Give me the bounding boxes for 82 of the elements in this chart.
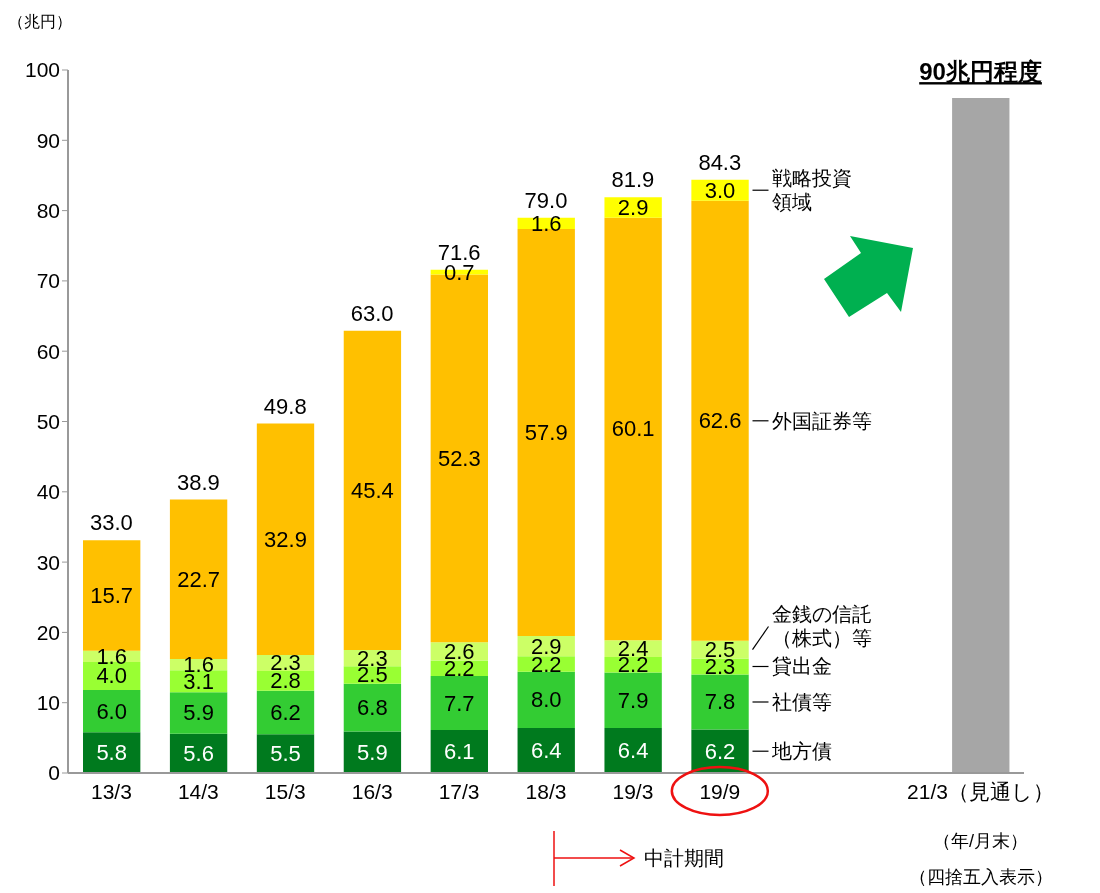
bar <box>691 674 749 730</box>
series-label: 貸出金 <box>772 655 833 678</box>
series-label: 地方債 <box>771 740 833 763</box>
total-label: 63.0 <box>350 300 394 326</box>
data-label: 6.4 <box>530 738 562 763</box>
y-tick-label: 50 <box>36 409 60 433</box>
bar <box>604 217 662 641</box>
y-tick-label: 40 <box>36 480 60 504</box>
bar <box>604 672 662 729</box>
y-tick-label: 70 <box>36 269 60 293</box>
bar <box>952 98 1010 773</box>
total-label: 84.3 <box>698 149 742 175</box>
text: （年/月末） <box>933 831 1029 851</box>
y-tick-label: 100 <box>24 58 60 82</box>
bar <box>343 683 402 732</box>
bar <box>604 728 662 773</box>
bar <box>430 675 488 731</box>
y-tick-label: 20 <box>36 620 60 644</box>
data-label: 52.3 <box>437 445 481 471</box>
data-label: 3.0 <box>704 177 736 203</box>
y-tick-label: 60 <box>36 339 60 363</box>
data-label: 6.2 <box>704 738 736 764</box>
bar <box>430 730 488 773</box>
total-label: 38.9 <box>176 469 220 495</box>
x-tick-label: 16/3 <box>351 780 393 803</box>
y-tick-label: 30 <box>36 550 60 574</box>
data-label: 6.0 <box>96 698 127 724</box>
data-label: 1.6 <box>530 210 562 236</box>
data-label: 5.9 <box>357 739 388 765</box>
data-label: 5.5 <box>270 741 301 767</box>
x-tick-label: 13/3 <box>91 780 132 803</box>
x-tick-label: 19/3 <box>612 780 654 803</box>
data-label: 32.9 <box>264 526 307 552</box>
y-tick-label: 0 <box>48 761 60 785</box>
data-label: 6.2 <box>270 700 301 726</box>
series-label: 戦略投資領域 <box>772 167 853 214</box>
data-label: 45.4 <box>350 477 394 503</box>
total-label: 49.8 <box>263 393 307 419</box>
x-tick-label: 15/3 <box>264 780 306 803</box>
x-tick-label: 18/3 <box>525 780 567 803</box>
data-label: 7.7 <box>444 690 475 716</box>
data-label: 22.7 <box>177 566 220 592</box>
bar <box>256 423 315 655</box>
data-label: 7.8 <box>704 689 736 715</box>
y-tick-label: 90 <box>36 128 60 152</box>
y-tick-label: 80 <box>36 199 60 223</box>
data-label: 57.9 <box>524 419 568 445</box>
bar <box>83 540 141 651</box>
series-label: 金銭の信託（株式）等 <box>772 603 873 650</box>
series-label: 外国証券等 <box>772 409 873 432</box>
data-label: 5.6 <box>183 740 214 766</box>
data-label: 62.6 <box>698 408 742 434</box>
x-tick-label: 17/3 <box>438 780 480 803</box>
x-tick-label: 14/3 <box>177 780 219 803</box>
bar <box>517 671 575 729</box>
bar <box>83 690 141 733</box>
data-label: 2.9 <box>617 194 649 220</box>
data-label: 8.0 <box>530 687 562 713</box>
data-label: 60.1 <box>611 416 655 442</box>
data-label: 15.7 <box>90 582 134 608</box>
bar <box>691 200 749 641</box>
data-label: 6.1 <box>444 739 475 765</box>
bar <box>169 692 228 734</box>
series-label: 社債等 <box>772 691 833 713</box>
total-label: 71.6 <box>437 239 481 265</box>
total-label: 33.0 <box>90 510 133 536</box>
data-label: 5.8 <box>96 740 127 766</box>
total-label: 79.0 <box>524 187 568 213</box>
data-label: 5.9 <box>183 700 214 726</box>
total-label: 81.9 <box>611 167 655 193</box>
data-label: 6.4 <box>617 738 649 763</box>
data-label: 7.9 <box>617 687 649 713</box>
bar <box>256 690 315 735</box>
x-tick-label: 21/3（見通し） <box>907 780 1054 803</box>
data-label: 6.8 <box>357 695 388 721</box>
y-axis-title: （兆円） <box>8 12 72 32</box>
text: （四捨五入表示） <box>908 867 1053 887</box>
annotation: 90兆円程度 <box>919 58 1042 86</box>
text: 中計期間 <box>644 847 724 869</box>
x-tick-label: 19/9 <box>699 780 741 803</box>
bar <box>343 330 402 650</box>
y-tick-label: 10 <box>36 691 60 715</box>
